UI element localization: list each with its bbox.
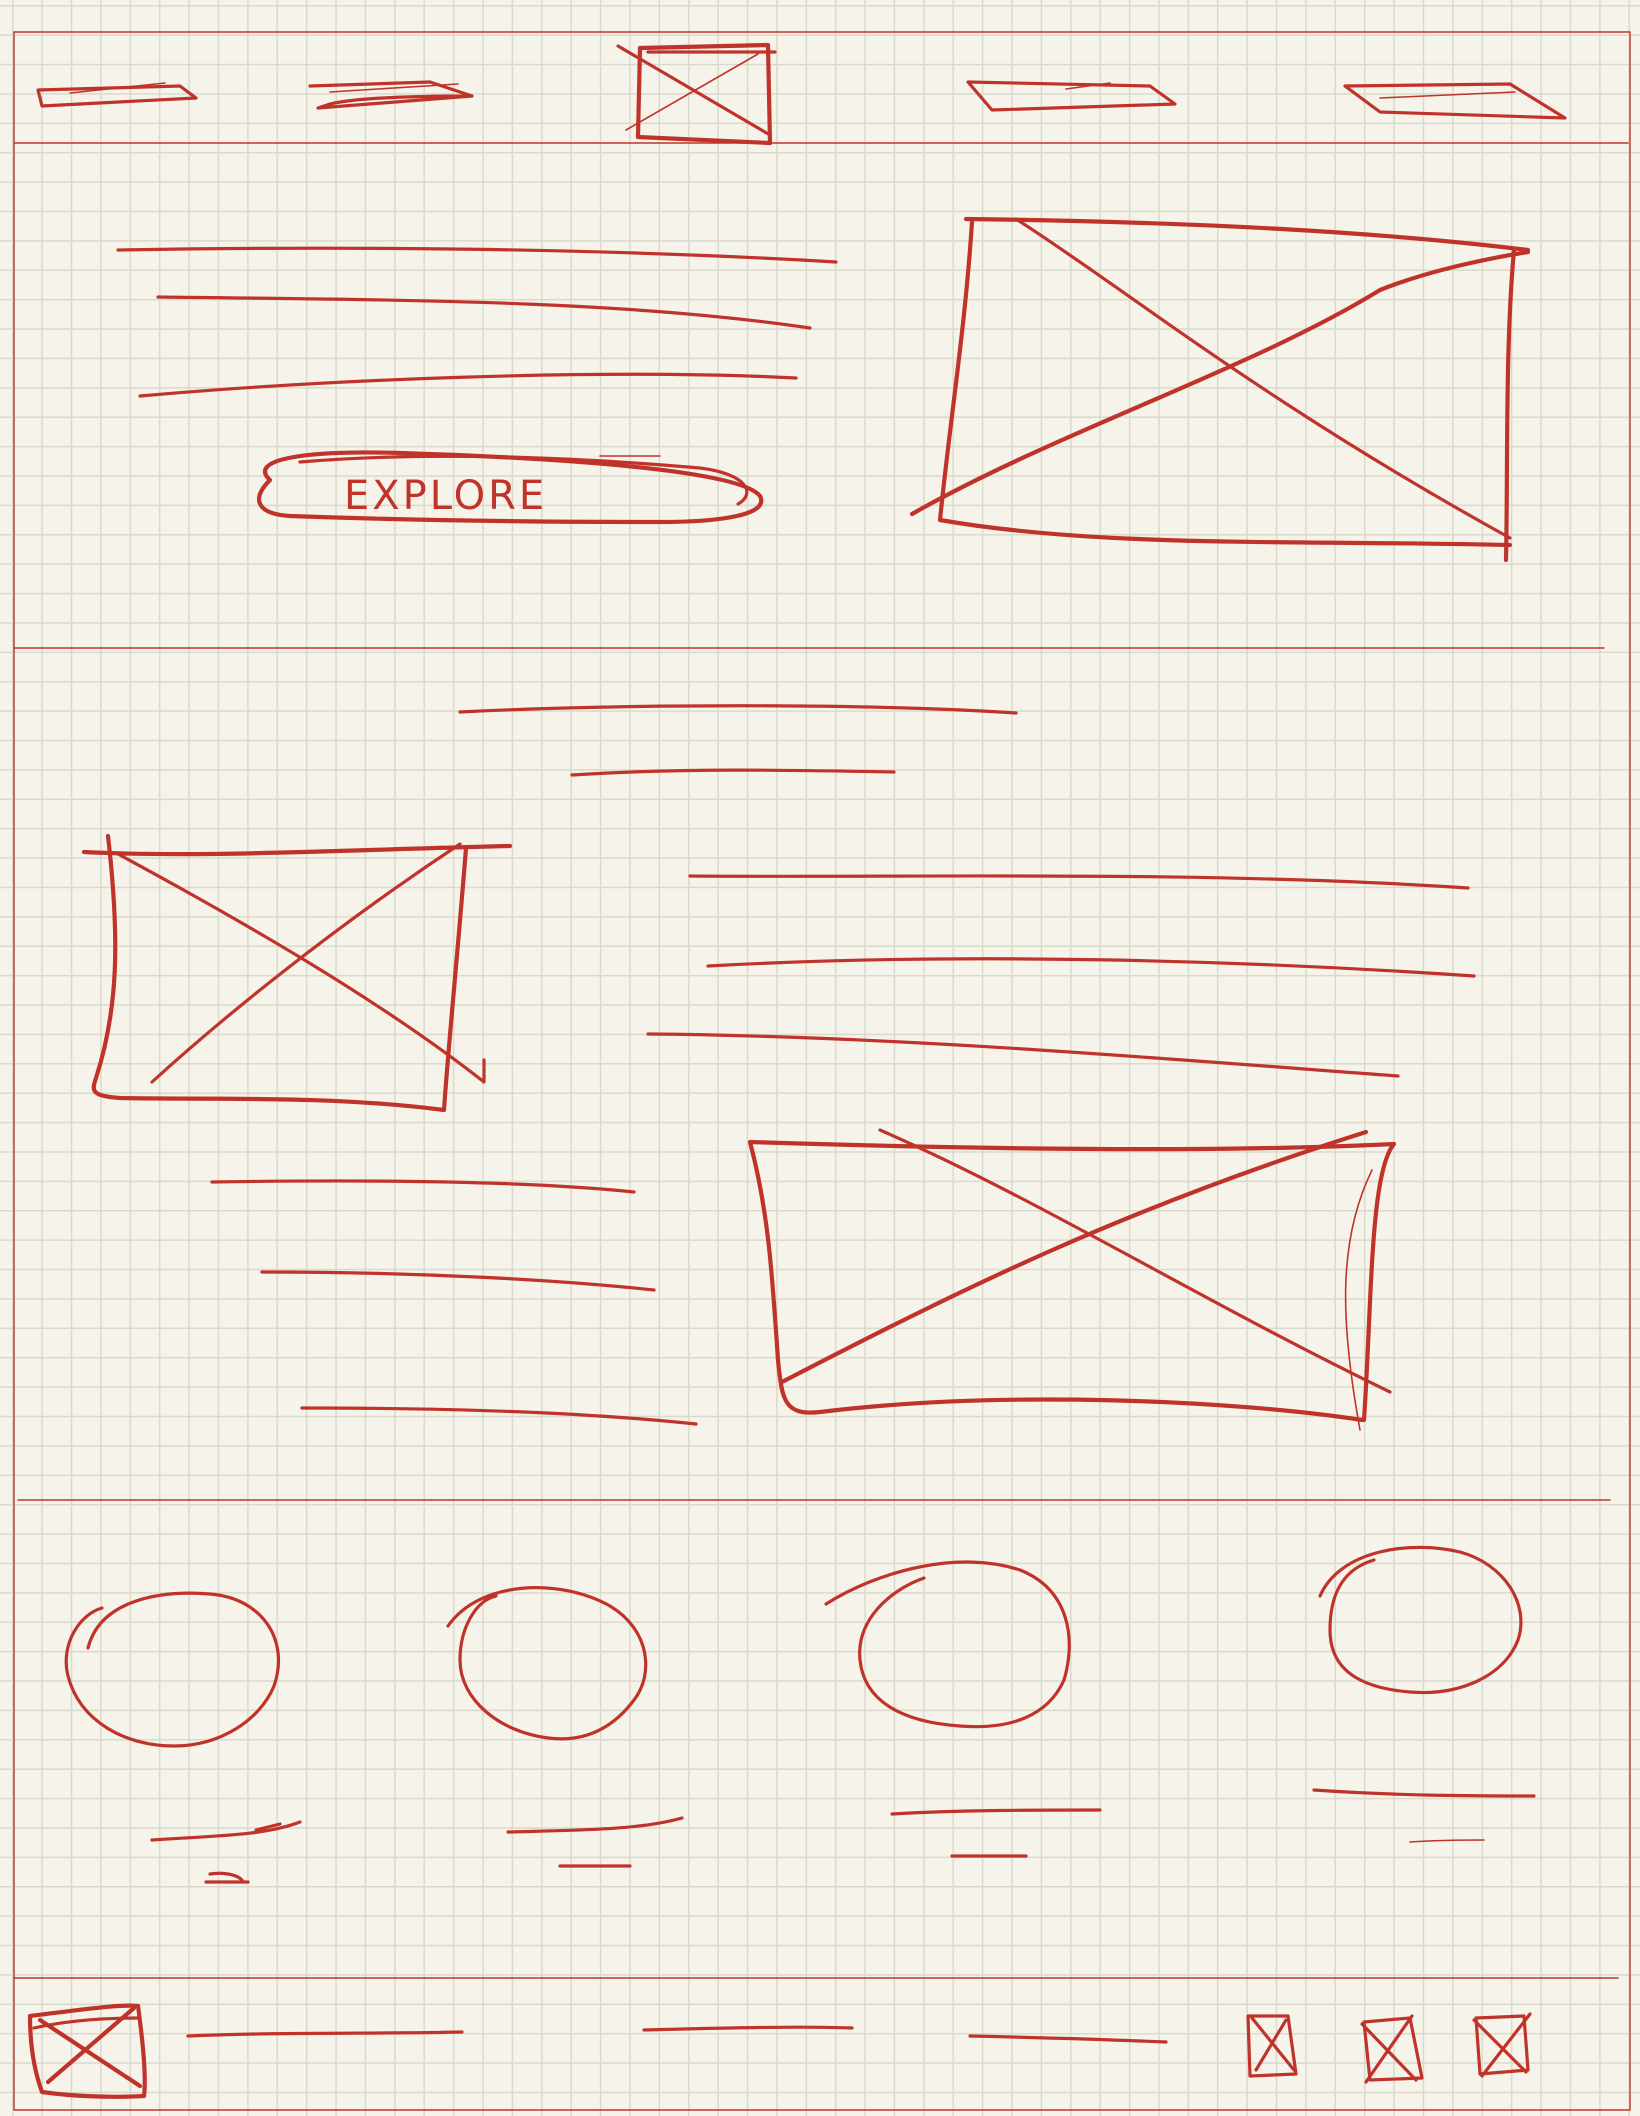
footer-link-2[interactable]	[642, 2025, 854, 2032]
features-section	[81, 704, 1476, 1431]
social-icon-3[interactable]	[1472, 2012, 1532, 2078]
footer-link-3[interactable]	[968, 2034, 1168, 2044]
nav-bar	[13, 42, 1629, 146]
hero-image-placeholder	[909, 216, 1531, 563]
explore-button[interactable]: EXPLORE	[257, 450, 764, 525]
explore-button-label: EXPLORE	[344, 473, 547, 519]
hero-headline	[116, 246, 838, 398]
avatar-placeholder	[824, 1560, 1071, 1729]
nav-link-3[interactable]	[966, 80, 1177, 112]
footer-logo-placeholder[interactable]	[27, 2003, 147, 2099]
page-frame	[13, 31, 1631, 2111]
footer	[27, 2003, 1532, 2099]
feature-text-2	[210, 1179, 698, 1426]
avatar-placeholder	[446, 1586, 648, 1741]
avatar-placeholder	[64, 1591, 280, 1748]
hero-section: EXPLORE	[116, 216, 1531, 563]
team-member-4	[1312, 1545, 1536, 1843]
nav-link-2[interactable]	[308, 80, 474, 110]
feature-image-2	[747, 1128, 1397, 1431]
feature-image-1	[81, 833, 513, 1113]
team-member-2	[446, 1586, 684, 1868]
social-icon-1[interactable]	[1246, 2014, 1298, 2078]
team-section	[64, 1545, 1536, 1884]
avatar-placeholder	[1318, 1545, 1523, 1695]
team-member-1	[64, 1591, 302, 1884]
social-icon-2[interactable]	[1360, 2014, 1424, 2084]
footer-link-1[interactable]	[186, 2030, 464, 2038]
nav-link-1[interactable]	[36, 82, 198, 108]
feature-text-1	[646, 874, 1476, 1078]
logo-placeholder[interactable]	[616, 42, 777, 146]
team-member-3	[824, 1560, 1102, 1858]
section-heading	[458, 704, 1018, 777]
nav-link-4[interactable]	[1343, 82, 1567, 120]
